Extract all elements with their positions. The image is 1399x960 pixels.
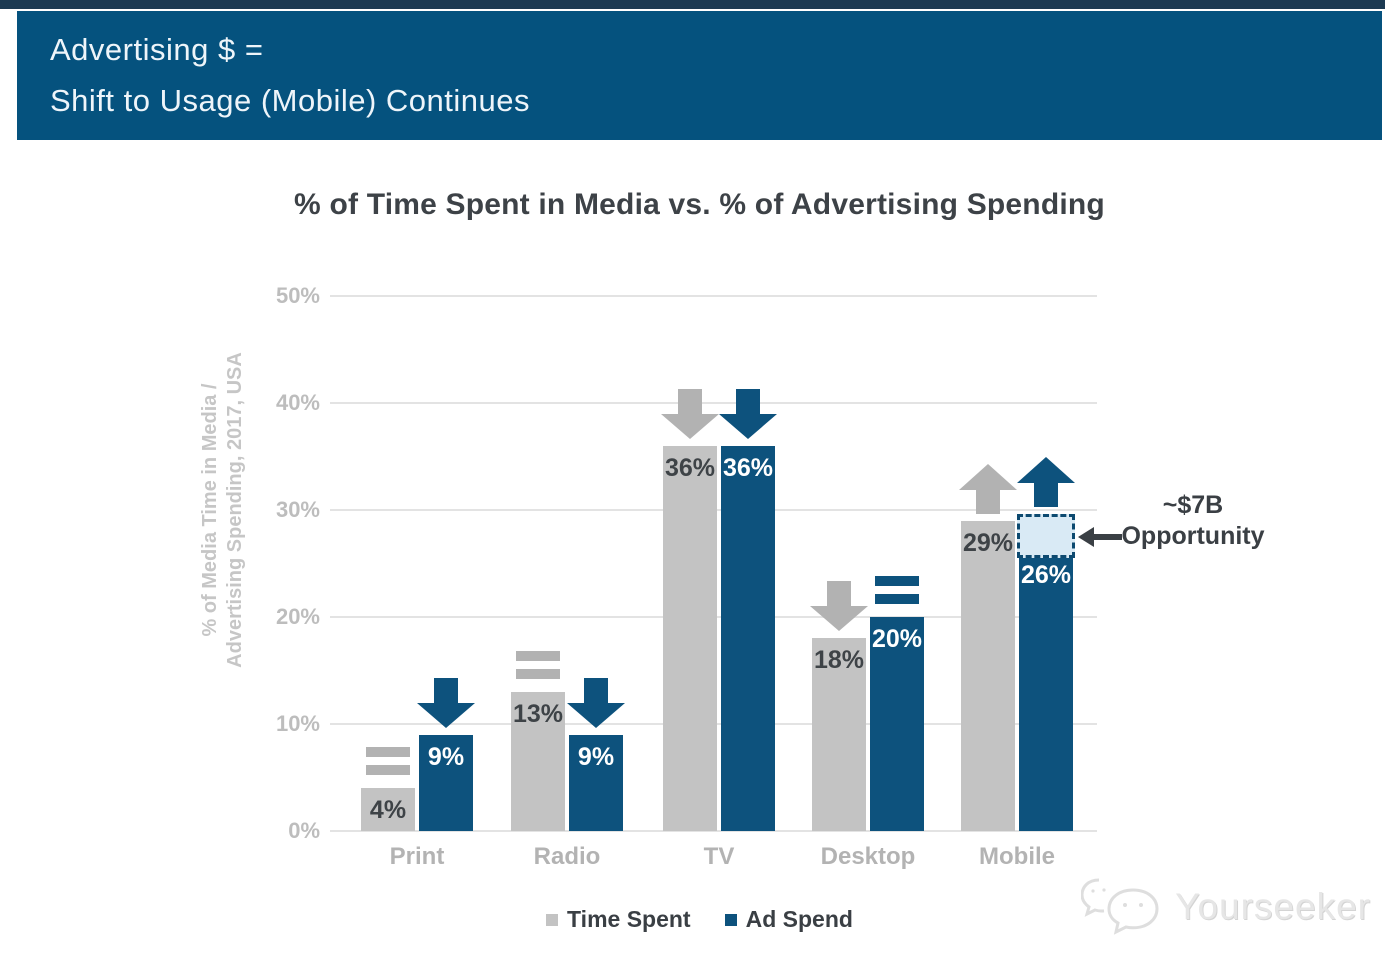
header-banner: Advertising $ = Shift to Usage (Mobile) … bbox=[17, 11, 1382, 140]
watermark: Yourseeker bbox=[1081, 876, 1371, 938]
annotation-left-arrow-icon bbox=[1078, 527, 1122, 547]
opportunity-annotation-line-1: ~$7B bbox=[1162, 491, 1224, 519]
bar-desktop-time-spent: 18% bbox=[812, 638, 866, 831]
opportunity-gap-box bbox=[1017, 513, 1075, 558]
y-tick-50%: 50% bbox=[275, 283, 320, 308]
legend-swatch-icon bbox=[546, 913, 559, 926]
legend-label: Ad Spend bbox=[745, 906, 853, 932]
bar-print-time-spent: 4% bbox=[361, 788, 415, 831]
arrow-down-trend-icon-desktop-time-spent bbox=[810, 581, 868, 636]
legend-swatch-icon bbox=[724, 913, 737, 926]
bar-value-desktop-ad-spend: 20% bbox=[871, 625, 923, 653]
y-tick-10%: 10% bbox=[275, 711, 320, 736]
bar-value-tv-time-spent: 36% bbox=[664, 453, 716, 482]
bar-radio-ad-spend: 9% bbox=[569, 734, 623, 831]
y-tick-30%: 30% bbox=[275, 497, 320, 522]
bar-value-mobile-ad-spend: 26% bbox=[1020, 560, 1072, 589]
bar-value-tv-ad-spend: 36% bbox=[722, 453, 774, 482]
bar-tv-ad-spend: 36% bbox=[721, 445, 775, 831]
gridline-50% bbox=[330, 295, 1097, 297]
gridline-0% bbox=[330, 830, 1097, 832]
legend-item-time-spent: Time Spent bbox=[546, 906, 691, 933]
header-line-2: Shift to Usage (Mobile) Continues bbox=[50, 83, 531, 118]
bar-mobile-time-spent: 29% bbox=[961, 520, 1015, 831]
bar-value-mobile-time-spent: 29% bbox=[962, 528, 1014, 557]
x-category-desktop: Desktop bbox=[820, 843, 916, 870]
equals-trend-icon-print-time-spent bbox=[366, 747, 410, 780]
chat-bubbles-icon bbox=[1081, 878, 1159, 935]
x-category-mobile: Mobile bbox=[979, 843, 1055, 870]
opportunity-annotation: ~$7B Opportunity bbox=[1118, 490, 1268, 552]
gridline-40% bbox=[330, 402, 1097, 404]
plot-area: 4% 9% Print 13% 9% Radio 36% 36% TV 18% 20% Desktop… bbox=[330, 295, 1097, 870]
watermark-text: Yourseeker bbox=[1175, 886, 1371, 927]
equals-trend-icon-desktop-ad-spend bbox=[875, 576, 919, 609]
arrow-down-trend-icon-tv-time-spent bbox=[661, 388, 719, 444]
y-axis-label-line-1: % of Media Time in Media / bbox=[199, 383, 221, 637]
arrow-down-trend-icon-print-ad-spend bbox=[417, 677, 475, 733]
y-tick-20%: 20% bbox=[275, 604, 320, 629]
bar-mobile-ad-spend: 26% bbox=[1019, 552, 1073, 831]
bar-value-print-time-spent: 4% bbox=[369, 796, 407, 825]
slide-top-edge bbox=[0, 0, 1385, 9]
bar-desktop-ad-spend: 20% bbox=[870, 617, 924, 831]
bar-tv-time-spent: 36% bbox=[663, 445, 717, 831]
bar-value-radio-time-spent: 13% bbox=[512, 699, 564, 728]
equals-trend-icon-radio-time-spent bbox=[516, 650, 560, 684]
bar-value-desktop-time-spent: 18% bbox=[813, 646, 865, 675]
arrow-down-trend-icon-tv-ad-spend bbox=[719, 388, 777, 444]
arrow-down-trend-icon-radio-ad-spend bbox=[567, 677, 625, 733]
arrow-up-trend-icon-mobile-ad-spend bbox=[1017, 456, 1075, 512]
header-line-1: Advertising $ = bbox=[50, 32, 264, 67]
legend-label: Time Spent bbox=[567, 906, 691, 932]
opportunity-annotation-line-2: Opportunity bbox=[1121, 522, 1265, 550]
legend-item-ad-spend: Ad Spend bbox=[724, 906, 853, 933]
chart-title: % of Time Spent in Media vs. % of Advert… bbox=[294, 188, 1105, 221]
bar-radio-time-spent: 13% bbox=[511, 691, 565, 831]
chart-legend: Time Spent Ad Spend bbox=[0, 906, 1399, 933]
x-category-tv: TV bbox=[703, 843, 735, 870]
bar-print-ad-spend: 9% bbox=[419, 734, 473, 831]
y-tick-40%: 40% bbox=[275, 390, 320, 415]
y-tick-0%: 0% bbox=[288, 818, 320, 843]
x-category-radio: Radio bbox=[533, 843, 601, 870]
bar-value-print-ad-spend: 9% bbox=[427, 742, 465, 771]
arrow-up-trend-icon-mobile-time-spent bbox=[959, 463, 1017, 519]
bar-value-radio-ad-spend: 9% bbox=[577, 742, 615, 771]
x-category-print: Print bbox=[389, 843, 445, 870]
